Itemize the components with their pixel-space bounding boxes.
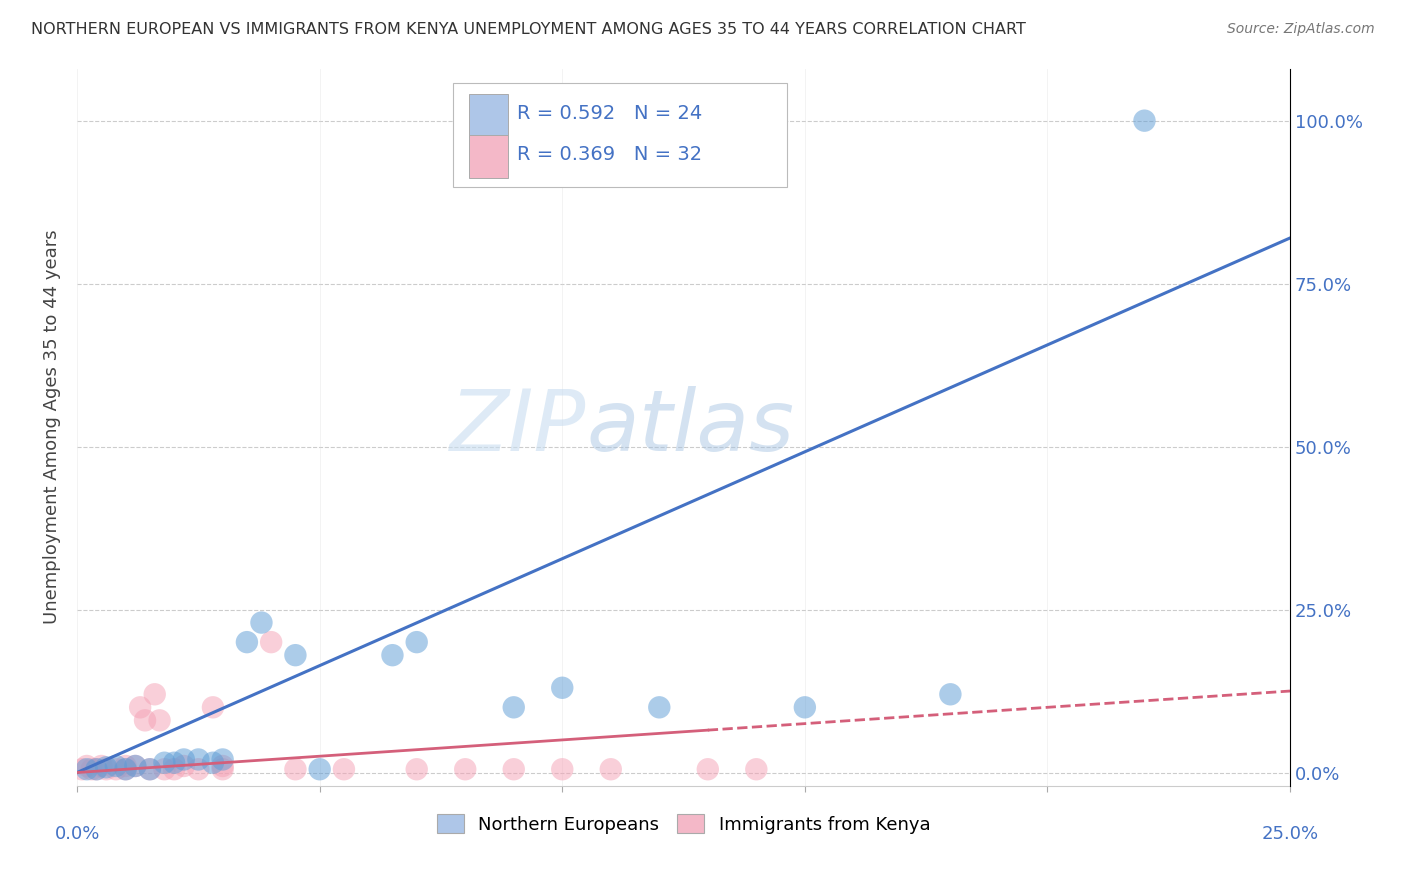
Point	[153, 756, 176, 770]
Point	[405, 762, 427, 776]
Point	[96, 760, 118, 774]
Point	[236, 635, 259, 649]
Point	[153, 762, 176, 776]
Point	[211, 752, 233, 766]
Point	[124, 759, 146, 773]
Point	[70, 762, 93, 776]
Point	[250, 615, 273, 630]
Text: ZIP: ZIP	[450, 385, 586, 468]
Point	[648, 700, 671, 714]
Text: Source: ZipAtlas.com: Source: ZipAtlas.com	[1227, 22, 1375, 37]
Point	[284, 648, 307, 663]
Point	[139, 762, 162, 776]
Point	[308, 762, 330, 776]
Point	[173, 759, 195, 773]
Point	[201, 756, 224, 770]
Point	[86, 762, 108, 776]
Point	[260, 635, 283, 649]
Point	[187, 762, 209, 776]
Point	[148, 714, 170, 728]
Point	[163, 756, 186, 770]
FancyBboxPatch shape	[468, 136, 508, 178]
Point	[502, 700, 524, 714]
Text: NORTHERN EUROPEAN VS IMMIGRANTS FROM KENYA UNEMPLOYMENT AMONG AGES 35 TO 44 YEAR: NORTHERN EUROPEAN VS IMMIGRANTS FROM KEN…	[31, 22, 1026, 37]
FancyBboxPatch shape	[453, 83, 786, 186]
Point	[405, 635, 427, 649]
Point	[696, 762, 718, 776]
Point	[76, 762, 98, 776]
Point	[139, 762, 162, 776]
Point	[163, 762, 186, 776]
Point	[201, 700, 224, 714]
Point	[1133, 113, 1156, 128]
Point	[284, 762, 307, 776]
Point	[90, 759, 112, 773]
Point	[551, 681, 574, 695]
Text: 25.0%: 25.0%	[1261, 825, 1319, 843]
Point	[80, 762, 103, 776]
Point	[939, 687, 962, 701]
Text: R = 0.592   N = 24: R = 0.592 N = 24	[517, 104, 703, 123]
Point	[104, 762, 127, 776]
Point	[381, 648, 404, 663]
Point	[551, 762, 574, 776]
Text: R = 0.369   N = 32: R = 0.369 N = 32	[517, 145, 703, 164]
Point	[211, 759, 233, 773]
Point	[86, 762, 108, 776]
Text: 0.0%: 0.0%	[55, 825, 100, 843]
Point	[129, 700, 152, 714]
Point	[333, 762, 356, 776]
Point	[454, 762, 477, 776]
Point	[134, 714, 156, 728]
Legend: Northern Europeans, Immigrants from Kenya: Northern Europeans, Immigrants from Keny…	[429, 807, 938, 841]
Point	[793, 700, 815, 714]
Point	[124, 759, 146, 773]
Point	[76, 759, 98, 773]
FancyBboxPatch shape	[468, 95, 508, 136]
Point	[173, 752, 195, 766]
Point	[502, 762, 524, 776]
Point	[114, 762, 136, 776]
Point	[187, 752, 209, 766]
Y-axis label: Unemployment Among Ages 35 to 44 years: Unemployment Among Ages 35 to 44 years	[44, 230, 60, 624]
Point	[104, 759, 127, 773]
Text: atlas: atlas	[586, 385, 794, 468]
Point	[114, 759, 136, 773]
Point	[599, 762, 621, 776]
Point	[211, 762, 233, 776]
Point	[114, 762, 136, 776]
Point	[96, 762, 118, 776]
Point	[745, 762, 768, 776]
Point	[527, 113, 550, 128]
Point	[143, 687, 166, 701]
